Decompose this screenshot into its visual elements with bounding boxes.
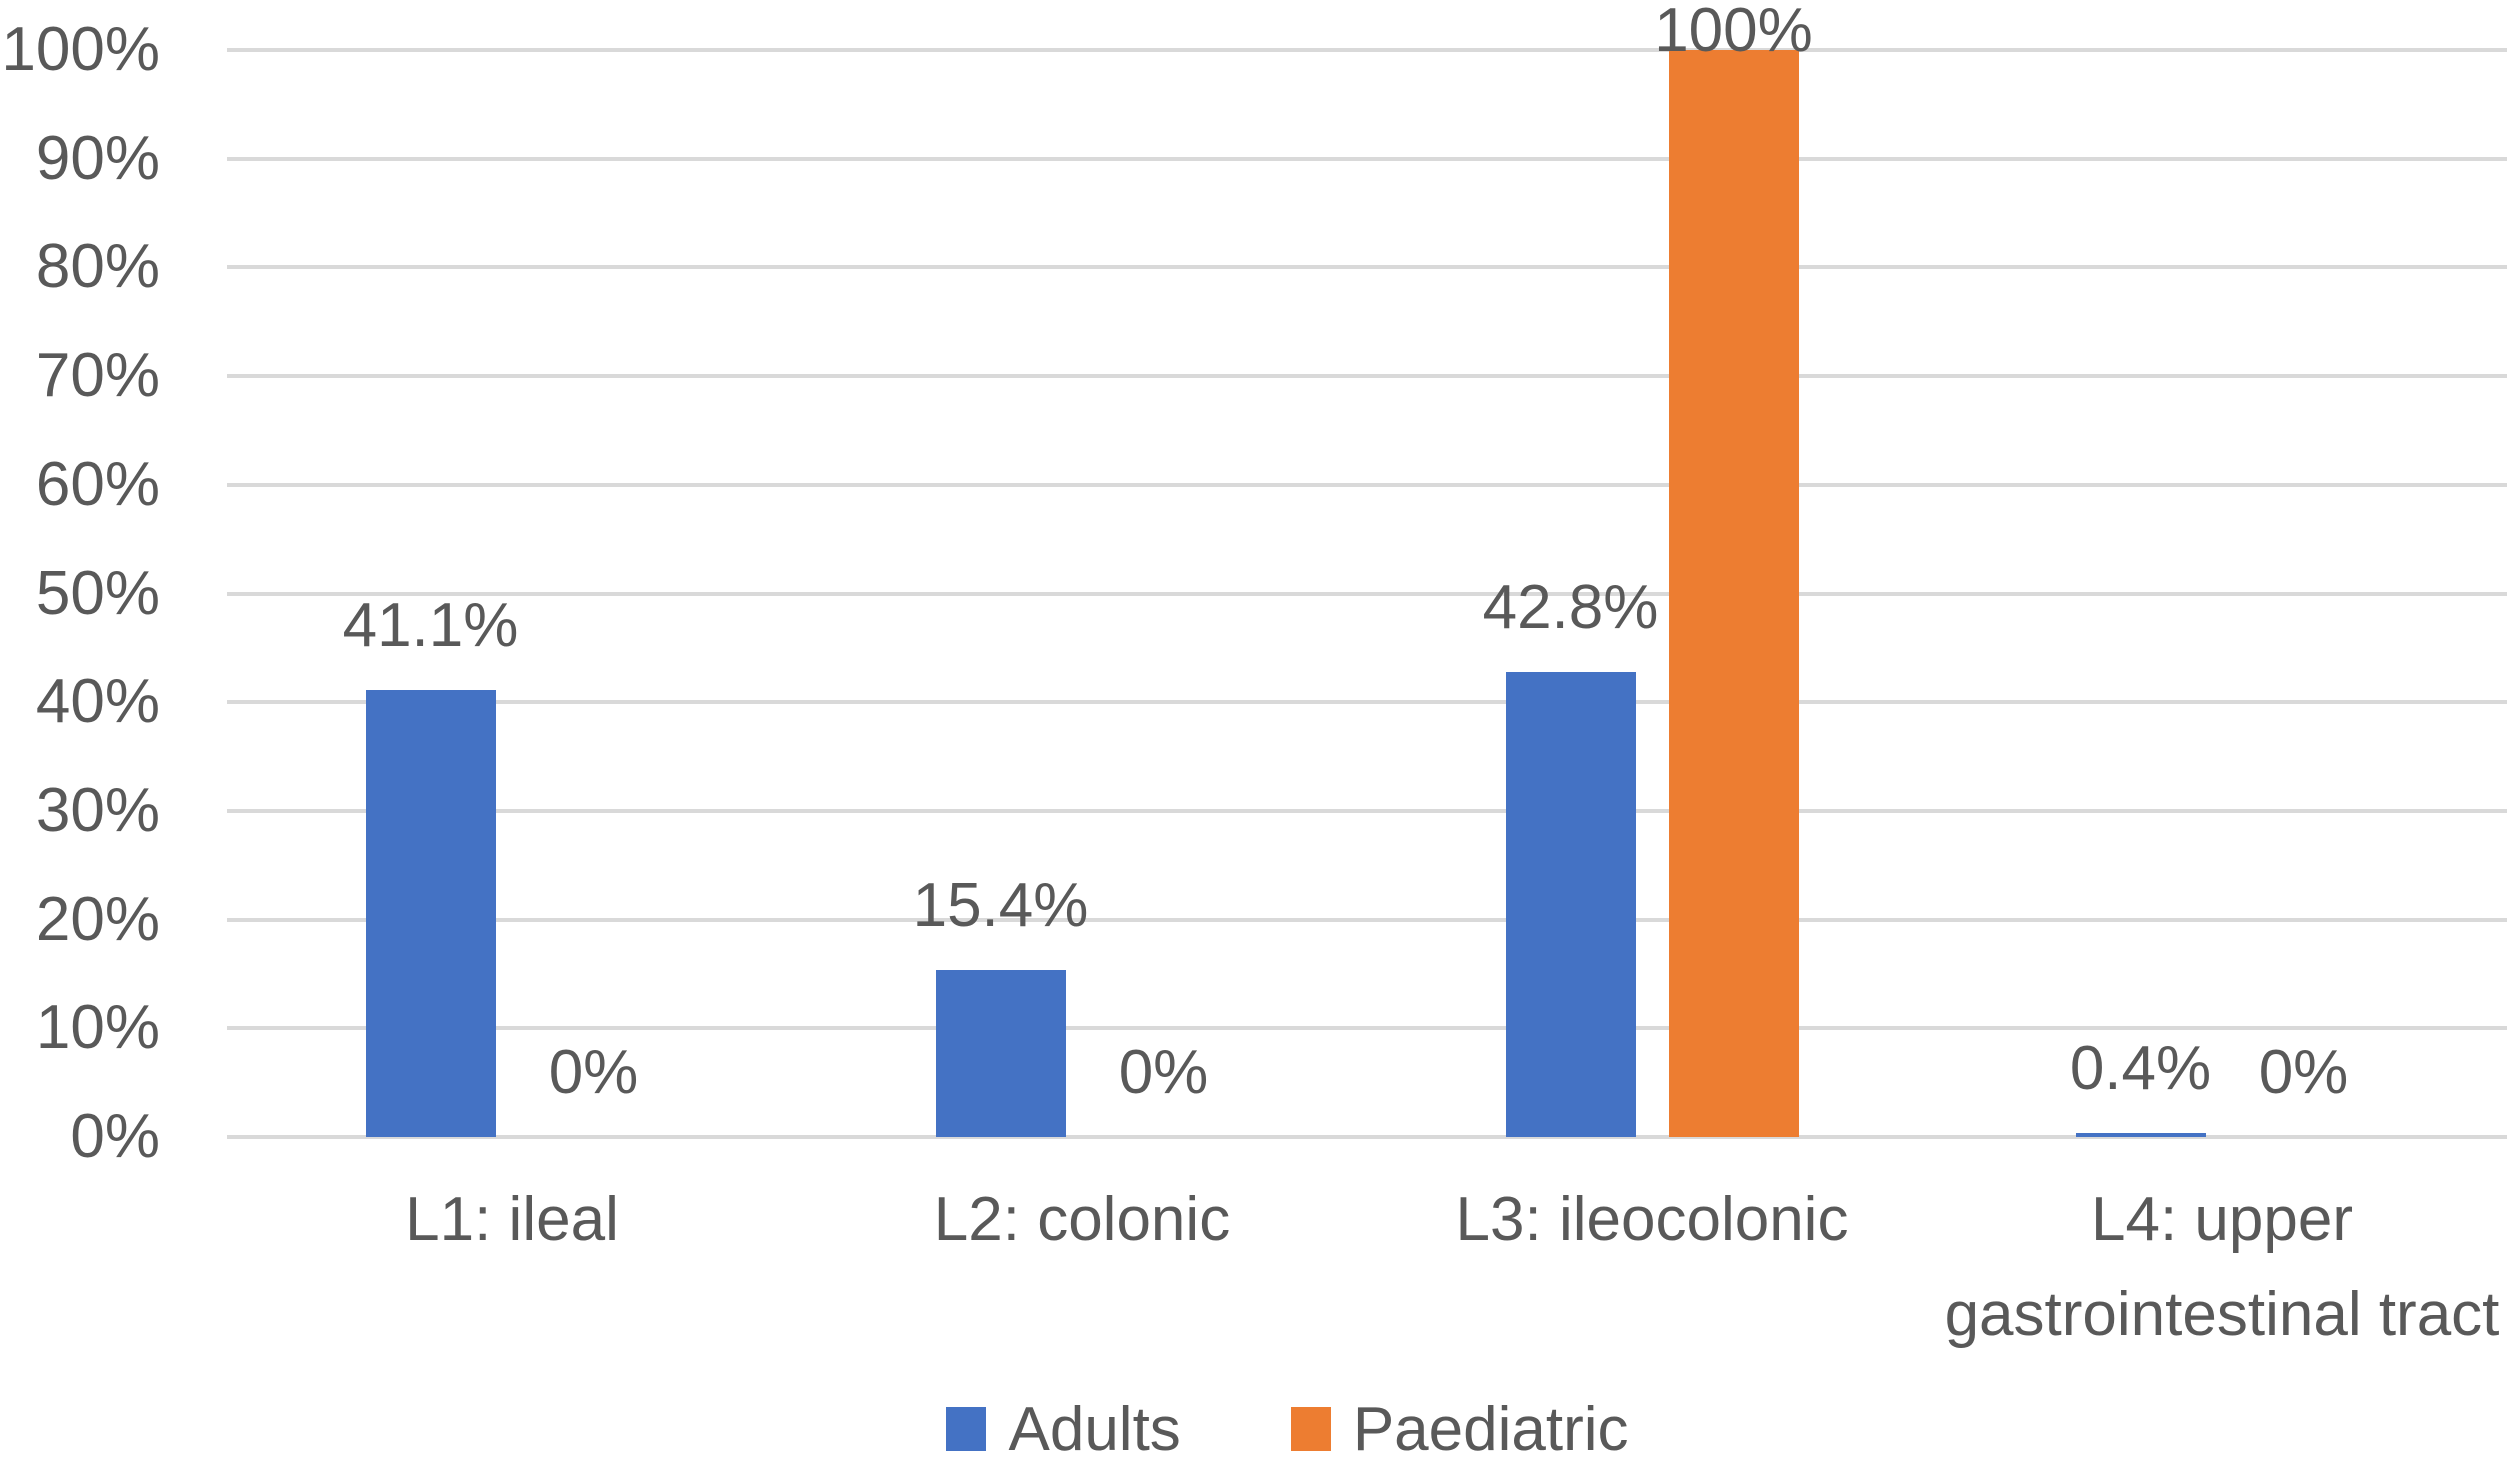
data-label-adults-l1-ileal: 41.1% bbox=[342, 591, 519, 661]
gridline-80 bbox=[227, 265, 2507, 270]
gridline-20 bbox=[227, 917, 2507, 922]
y-axis-tick-label-0: 0% bbox=[70, 1102, 160, 1171]
data-label-paediatric-l2-colonic: 0% bbox=[1118, 1038, 1209, 1107]
data-label-paediatric-l4-upper: 0% bbox=[2258, 1038, 2349, 1107]
y-axis-tick-label-30: 30% bbox=[35, 775, 160, 845]
y-axis-tick-label-50: 50% bbox=[35, 558, 160, 628]
bar-adults-l2-colonic bbox=[935, 969, 1066, 1137]
gridline-30 bbox=[227, 808, 2507, 813]
gridline-50 bbox=[227, 591, 2507, 596]
gridline-90 bbox=[227, 156, 2507, 161]
gridline-60 bbox=[227, 482, 2507, 487]
data-label-paediatric-l3-ileocolonic: 100% bbox=[1654, 0, 1813, 65]
gridline-10 bbox=[227, 1026, 2507, 1031]
category-label-l4-upper: L4: upper gastrointestinal tract bbox=[1944, 1185, 2500, 1349]
y-axis-tick-label-20: 20% bbox=[35, 884, 160, 954]
bar-adults-l1-ileal bbox=[365, 690, 496, 1137]
y-axis-tick-label-90: 90% bbox=[35, 123, 160, 193]
data-label-adults-l3-ileocolonic: 42.8% bbox=[1482, 572, 1659, 642]
y-axis-tick-label-10: 10% bbox=[35, 993, 160, 1063]
gridline-0 bbox=[227, 1135, 2507, 1139]
legend-label-paediatric: Paediatric bbox=[1352, 1394, 1629, 1464]
y-axis-tick-label-80: 80% bbox=[35, 232, 160, 302]
category-label-l1-ileal: L1: ileal bbox=[405, 1185, 619, 1254]
gridline-70 bbox=[227, 374, 2507, 379]
gridline-100 bbox=[227, 48, 2507, 52]
data-label-adults-l4-upper: 0.4% bbox=[2069, 1033, 2212, 1103]
bar-adults-l3-ileocolonic bbox=[1505, 671, 1636, 1137]
legend-item-paediatric: Paediatric bbox=[1290, 1394, 1629, 1465]
category-label-l2-colonic: L2: colonic bbox=[933, 1185, 1231, 1254]
y-axis-tick-label-40: 40% bbox=[35, 667, 160, 737]
data-label-adults-l2-colonic: 15.4% bbox=[912, 870, 1089, 940]
y-axis-tick-label-70: 70% bbox=[35, 341, 160, 411]
legend-swatch-adults bbox=[946, 1407, 987, 1451]
gridline-40 bbox=[227, 700, 2507, 705]
bar-paediatric-l3-ileocolonic bbox=[1668, 50, 1799, 1137]
legend-label-adults: Adults bbox=[1008, 1394, 1181, 1464]
data-label-paediatric-l1-ileal: 0% bbox=[548, 1038, 639, 1107]
bar-adults-l4-upper bbox=[2075, 1132, 2206, 1137]
category-label-l3-ileocolonic: L3: ileocolonic bbox=[1455, 1185, 1849, 1254]
legend-swatch-paediatric bbox=[1290, 1407, 1331, 1451]
y-axis-tick-label-60: 60% bbox=[35, 449, 160, 519]
legend: Adults Paediatric bbox=[30, 1390, 2515, 1468]
legend-item-adults: Adults bbox=[946, 1394, 1181, 1465]
y-axis-tick-label-100: 100% bbox=[1, 15, 160, 84]
